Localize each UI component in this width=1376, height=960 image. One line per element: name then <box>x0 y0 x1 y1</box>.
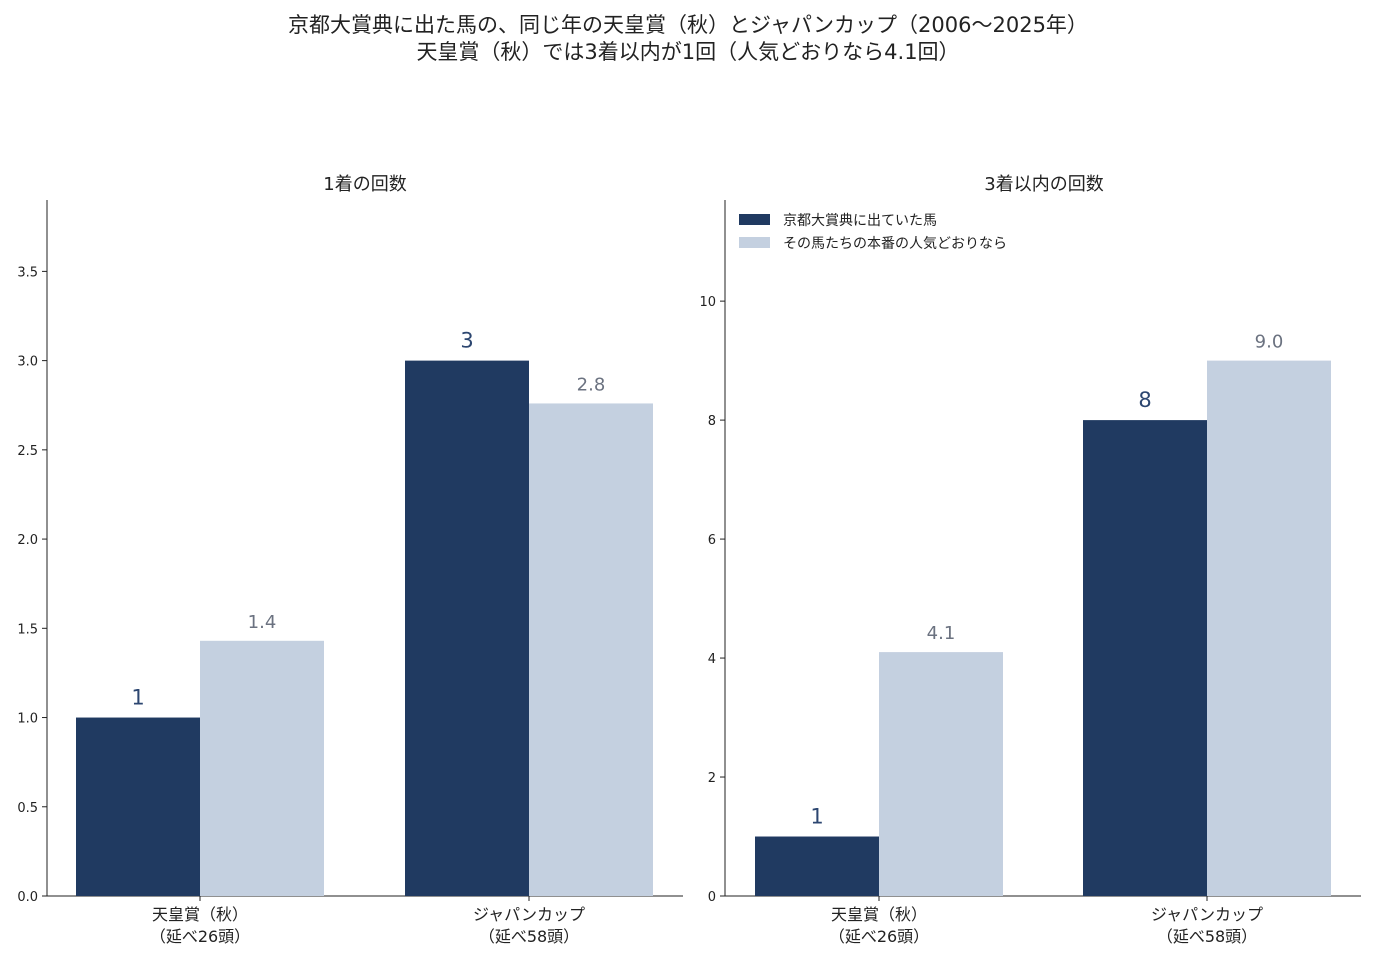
y-tick-label: 0.5 <box>17 801 38 816</box>
x-tick-label: ジャパンカップ <box>473 905 585 924</box>
bar-expected-value-label: 9.0 <box>1255 332 1284 353</box>
x-tick-label: 天皇賞（秋） <box>831 905 927 924</box>
y-tick-label: 4 <box>708 652 716 667</box>
chart-title: 1着の回数 <box>323 174 406 195</box>
bar-expected-value-label: 4.1 <box>927 623 956 644</box>
y-tick-label: 3.5 <box>17 265 38 280</box>
y-tick-label: 8 <box>708 414 716 429</box>
bar-expected-value-label: 2.8 <box>577 374 606 395</box>
bar-actual <box>1083 420 1207 896</box>
bar-actual-value-label: 8 <box>1138 388 1151 412</box>
y-tick-label: 0.0 <box>17 890 38 905</box>
y-tick-label: 2.5 <box>17 444 38 459</box>
y-tick-label: 2 <box>708 771 716 786</box>
y-tick-label: 1.0 <box>17 712 38 727</box>
bar-actual-value-label: 1 <box>131 686 144 710</box>
bar-expected <box>1207 360 1331 897</box>
y-tick-label: 3.0 <box>17 355 38 370</box>
x-tick-label: （延べ58頭） <box>479 927 579 946</box>
bar-actual <box>405 360 529 897</box>
x-tick-label: （延べ58頭） <box>1157 927 1257 946</box>
x-tick-label: ジャパンカップ <box>1151 905 1263 924</box>
x-tick-label: （延べ26頭） <box>829 927 929 946</box>
bar-expected <box>200 640 324 896</box>
bar-actual <box>755 836 879 896</box>
bar-actual <box>76 717 200 896</box>
chart-title: 3着以内の回数 <box>984 174 1103 195</box>
y-tick-label: 1.5 <box>17 622 38 637</box>
bar-expected <box>529 403 653 896</box>
bar-expected-value-label: 1.4 <box>248 612 277 633</box>
legend-label: 京都大賞典に出ていた馬 <box>783 213 937 229</box>
x-tick-label: 天皇賞（秋） <box>152 905 248 924</box>
figure-title-line-2: 天皇賞（秋）では3着以内が1回（人気どおりなら4.1回） <box>416 40 960 64</box>
legend-label: その馬たちの本番の人気どおりなら <box>783 236 1007 252</box>
y-tick-label: 0 <box>708 890 716 905</box>
y-tick-label: 6 <box>708 533 716 548</box>
bar-expected <box>879 652 1003 896</box>
legend-swatch <box>739 237 770 248</box>
bar-actual-value-label: 1 <box>810 805 823 829</box>
y-tick-label: 2.0 <box>17 533 38 548</box>
y-tick-label: 10 <box>699 295 716 310</box>
figure-title: 京都大賞典に出た馬の、同じ年の天皇賞（秋）とジャパンカップ（2006〜2025年… <box>0 12 1376 66</box>
legend-swatch <box>739 214 770 225</box>
bar-actual-value-label: 3 <box>460 329 473 353</box>
figure-title-line-1: 京都大賞典に出た馬の、同じ年の天皇賞（秋）とジャパンカップ（2006〜2025年… <box>288 13 1088 37</box>
x-tick-label: （延べ26頭） <box>150 927 250 946</box>
